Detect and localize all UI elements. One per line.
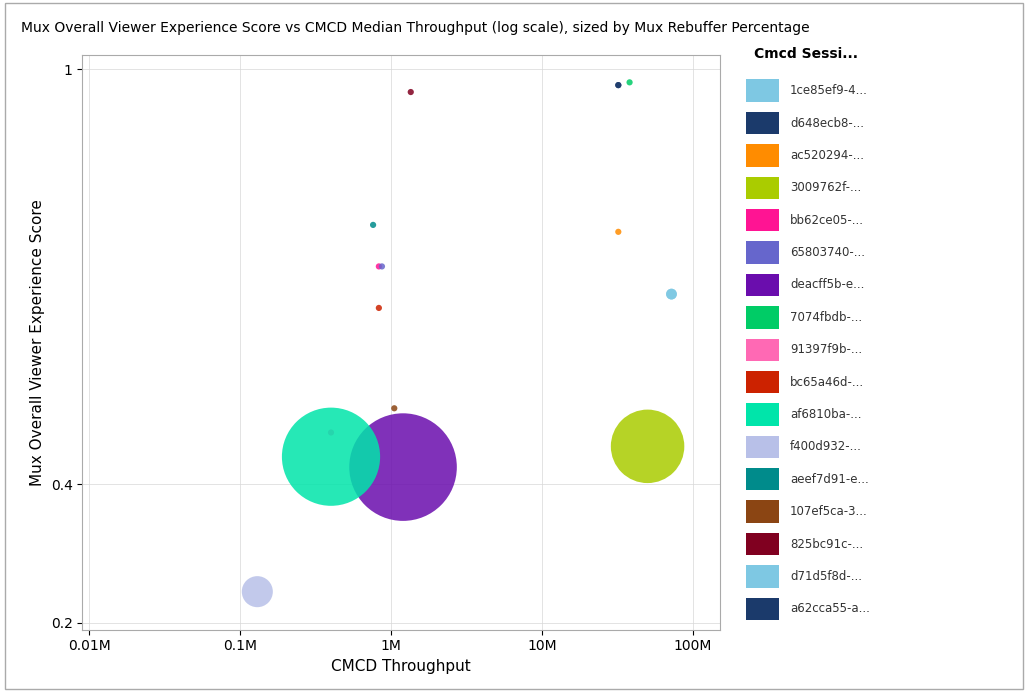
Point [395,462,411,473]
Text: 107ef5ca-3...: 107ef5ca-3... [791,505,868,518]
Text: Mux Overall Viewer Experience Score vs CMCD Median Throughput (log scale), sized: Mux Overall Viewer Experience Score vs C… [21,21,809,35]
Bar [745,533,779,555]
Bar [745,371,779,393]
Text: f400d932-...: f400d932-... [791,440,862,453]
Y-axis label: Mux Overall Viewer Experience Score: Mux Overall Viewer Experience Score [30,199,45,486]
Text: a62cca55-a...: a62cca55-a... [791,602,870,615]
Bar [745,209,779,231]
Point [610,80,626,91]
Bar [745,112,779,134]
Text: ac520294-...: ac520294-... [791,149,865,162]
Text: bb62ce05-...: bb62ce05-... [791,214,865,227]
Point [610,226,626,237]
Point [610,80,626,91]
Text: 91397f9b-...: 91397f9b-... [791,343,862,356]
Bar [745,144,779,167]
Text: deacff5b-e...: deacff5b-e... [791,278,865,291]
Text: Cmcd Sessi...: Cmcd Sessi... [755,47,858,61]
Text: 1ce85ef9-4...: 1ce85ef9-4... [791,84,868,97]
Text: 825bc91c-...: 825bc91c-... [791,538,864,551]
Point [365,219,381,230]
Text: aeef7d91-e...: aeef7d91-e... [791,473,869,486]
Bar [745,306,779,329]
Point [323,427,339,438]
Bar [745,338,779,361]
Bar [745,598,779,620]
Point [387,403,403,414]
Bar [745,436,779,458]
Point [621,77,637,88]
Bar [745,242,779,264]
Text: 65803740-...: 65803740-... [791,246,866,259]
Point [403,86,419,98]
Text: 3009762f-...: 3009762f-... [791,181,861,194]
Text: d648ecb8-...: d648ecb8-... [791,116,865,129]
Bar [745,176,779,199]
Point [663,289,680,300]
Bar [745,274,779,296]
Point [663,289,680,300]
Bar [745,500,779,523]
Text: 7074fbdb-...: 7074fbdb-... [791,311,862,324]
X-axis label: CMCD Throughput: CMCD Throughput [331,659,471,674]
Bar [745,468,779,491]
Point [249,586,265,597]
Point [374,261,391,272]
Bar [745,565,779,588]
Bar [745,403,779,426]
Text: bc65a46d-...: bc65a46d-... [791,376,865,389]
Bar [745,80,779,102]
Text: af6810ba-...: af6810ba-... [791,408,861,421]
Point [323,451,339,462]
Text: d71d5f8d-...: d71d5f8d-... [791,570,862,583]
Point [639,441,656,452]
Point [371,261,388,272]
Point [371,302,388,313]
